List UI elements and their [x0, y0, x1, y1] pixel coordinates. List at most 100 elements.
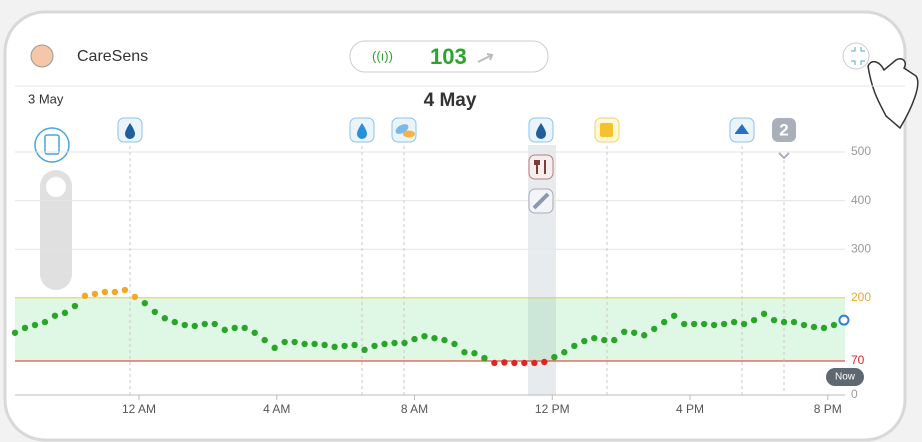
glucose-reading: [501, 359, 508, 366]
glucose-reading: [231, 324, 238, 332]
glucose-reading: [431, 334, 438, 342]
collapse-button[interactable]: [842, 42, 870, 70]
event-group[interactable]: [772, 118, 796, 142]
y-tick-label: 200: [851, 290, 871, 304]
glucose-reading: [531, 359, 538, 367]
glucose-reading: [341, 342, 348, 350]
x-tick-label: 4 AM: [263, 402, 290, 416]
now-label: Now: [835, 372, 856, 383]
now-badge[interactable]: [826, 368, 864, 386]
glucose-reading: [351, 341, 358, 349]
glucose-reading: [670, 312, 678, 319]
y-tick-label: 70: [851, 353, 865, 367]
drop: [357, 123, 367, 139]
glucose-reading: [770, 316, 778, 324]
glucose-reading: [121, 286, 129, 294]
glucose-reading: [291, 338, 298, 346]
glucose-reading: [591, 334, 598, 342]
x-tick-label: 8 PM: [814, 402, 842, 416]
glucose-reading: [451, 340, 458, 348]
glucose-reading: [720, 320, 728, 328]
glucose-reading: [660, 318, 668, 326]
glucose-reading: [700, 320, 708, 328]
glucose-reading: [211, 320, 218, 328]
glucose-reading: [441, 336, 448, 344]
glucose-reading: [820, 324, 828, 332]
glucose-reading: [91, 290, 99, 298]
glucose-reading: [251, 329, 258, 336]
glucose-reading: [760, 310, 768, 318]
glucose-reading: [790, 318, 798, 326]
signal-icon: ((ı)): [372, 48, 393, 63]
x-tick-label: 12 PM: [535, 402, 570, 416]
glucose-reading: [551, 353, 558, 361]
glucose-reading: [571, 342, 578, 350]
glucose-reading: [21, 324, 29, 332]
target-band: [15, 297, 845, 361]
glucose-reading: [41, 318, 49, 326]
current-glucose: 103: [430, 44, 467, 69]
event-markers: 2: [117, 117, 796, 395]
glucose-reading: [601, 336, 608, 344]
glucose-reading: [171, 318, 179, 326]
glucose-reading: [621, 328, 628, 336]
syringe: [532, 192, 550, 210]
hand-cursor: [867, 57, 919, 130]
y-tick-label: 400: [851, 193, 871, 207]
glucose-reading: [371, 342, 378, 350]
glucose-reading: [141, 299, 149, 307]
glucose-reading: [461, 349, 468, 356]
glucose-pill[interactable]: [349, 40, 549, 73]
glucose-reading: [471, 350, 478, 357]
glucose-reading: [690, 320, 698, 328]
glucose-reading: [261, 336, 268, 344]
y-tick-label: 300: [851, 241, 871, 255]
glucose-reading: [301, 340, 308, 348]
pill: [403, 130, 415, 138]
glucose-reading: [541, 358, 548, 366]
glucose-reading: [11, 329, 19, 336]
device-frame: [3, 10, 907, 442]
glucose-reading: [381, 340, 388, 348]
glucose-reading: [511, 359, 518, 367]
x-tick-label: 4 PM: [676, 402, 704, 416]
date-title: 4 May: [424, 90, 477, 111]
glucose-reading: [181, 321, 188, 329]
collapse-icon: [851, 47, 865, 65]
glucose-reading: [830, 321, 838, 329]
shoe: [735, 124, 749, 134]
glucose-reading: [51, 312, 59, 319]
glucose-reading: [111, 288, 119, 296]
y-tick-label: 0: [851, 387, 858, 401]
current-reading: [838, 314, 850, 326]
glucose-reading: [651, 325, 658, 333]
glucose-reading: [131, 293, 139, 301]
clipboard-icon: [44, 134, 60, 155]
glucose-reading: [161, 315, 169, 322]
avatar[interactable]: [30, 44, 54, 68]
scroll-track[interactable]: [40, 170, 72, 290]
glucose-reading: [361, 346, 368, 354]
prev-date: 3 May: [28, 91, 64, 106]
glucose-reading: [311, 340, 318, 348]
glucose-reading: [810, 323, 818, 331]
meal-icon[interactable]: [528, 154, 554, 180]
glucose-reading: [680, 320, 688, 328]
glucose-reading: [241, 324, 248, 332]
scroll-thumb[interactable]: [46, 177, 66, 197]
glucose-reading: [730, 318, 738, 326]
glucose-reading: [800, 321, 808, 329]
glucose-reading: [101, 288, 109, 296]
x-tick-label: 12 AM: [122, 402, 156, 416]
note: [600, 123, 613, 137]
glucose-reading: [740, 320, 748, 328]
glucose-reading: [31, 321, 39, 329]
glucose-reading: [401, 339, 408, 347]
glucose-reading: [151, 308, 159, 316]
glucose-reading: [271, 344, 278, 352]
glucose-reading: [561, 349, 568, 356]
glucose-reading: [281, 338, 288, 346]
glucose-reading: [331, 343, 338, 351]
log-button[interactable]: [34, 127, 70, 163]
